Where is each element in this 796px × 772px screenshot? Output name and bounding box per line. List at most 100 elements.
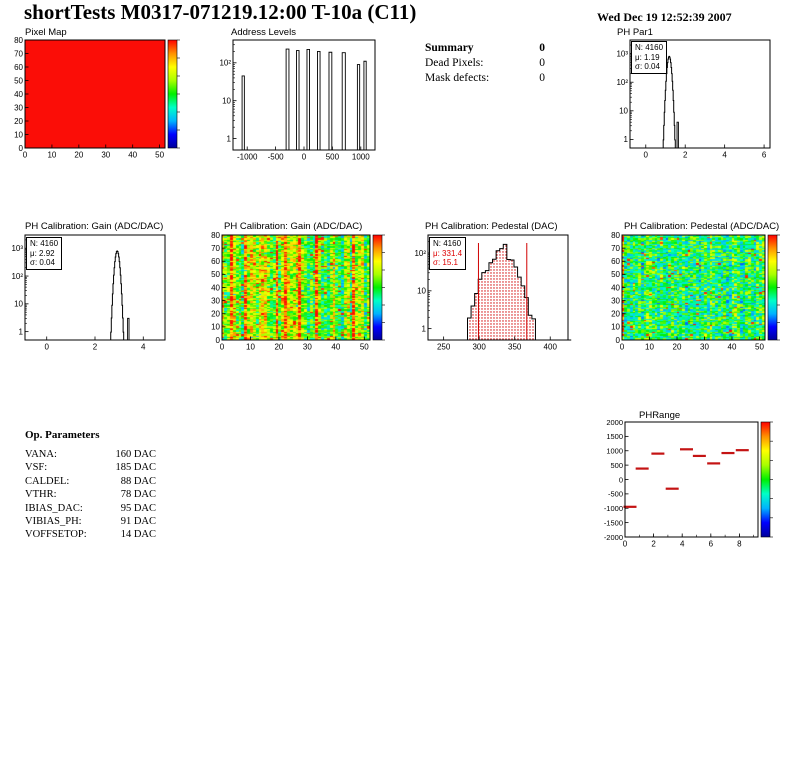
svg-text:80: 80 — [14, 36, 23, 45]
svg-text:70: 70 — [211, 244, 220, 253]
svg-text:0: 0 — [620, 343, 625, 352]
svg-text:10: 10 — [211, 323, 220, 332]
svg-text:50: 50 — [211, 270, 220, 279]
plot-gain-map: 0 10 20 30 40 50 0 10 20 30 40 50 60 70 80 — [211, 231, 385, 352]
svg-text:0: 0 — [302, 153, 307, 162]
svg-text:20: 20 — [673, 343, 682, 352]
chart-pixel-map: 0 10 20 30 40 50 0 10 20 30 40 50 60 70 80 — [0, 24, 200, 174]
svg-text:400: 400 — [544, 343, 558, 352]
svg-text:500: 500 — [610, 461, 623, 470]
svg-text:60: 60 — [611, 257, 620, 266]
svg-text:40: 40 — [211, 283, 220, 292]
svg-text:0: 0 — [644, 151, 649, 160]
chart-ph-par1: 1 10 10² 10³ 0 2 4 6 — [600, 24, 796, 174]
svg-text:10²: 10² — [414, 249, 426, 258]
summary-mask-defects-label: Mask defects: — [425, 72, 490, 84]
svg-text:4: 4 — [722, 151, 727, 160]
op-param-value: 14 DAC — [120, 529, 156, 541]
svg-text:6: 6 — [762, 151, 767, 160]
svg-text:300: 300 — [472, 343, 486, 352]
svg-text:-1000: -1000 — [604, 504, 623, 513]
chart-title-gain-hist: PH Calibration: Gain (ADC/DAC) — [25, 221, 164, 232]
svg-text:30: 30 — [211, 296, 220, 305]
svg-text:40: 40 — [611, 283, 620, 292]
stats-box-ph-par1: N: 4160 μ: 1.19 σ: 0.04 — [631, 41, 668, 74]
svg-text:-1000: -1000 — [237, 153, 258, 162]
stat-mu: μ: 331.4 — [433, 248, 463, 258]
svg-text:70: 70 — [611, 244, 620, 253]
svg-text:0: 0 — [623, 540, 628, 549]
ph-range-marker — [623, 505, 637, 508]
chart-title-ph-par1: PH Par1 — [617, 27, 653, 38]
chart-title-ph-range: PHRange — [639, 410, 681, 421]
op-param-value: 185 DAC — [115, 462, 156, 474]
svg-text:6: 6 — [709, 540, 714, 549]
svg-text:10: 10 — [14, 130, 23, 139]
svg-text:10: 10 — [611, 323, 620, 332]
op-param-label: VIBIAS_PH: — [25, 516, 82, 528]
svg-text:1000: 1000 — [606, 447, 623, 456]
op-param-value: 78 DAC — [120, 489, 156, 501]
summary-total-value: 0 — [539, 42, 545, 54]
stat-mu: μ: 2.92 — [30, 248, 55, 258]
op-param-label: CALDEL: — [25, 475, 70, 487]
svg-text:10: 10 — [619, 107, 628, 116]
svg-text:350: 350 — [508, 343, 522, 352]
chart-ph-range: 2000 1500 1000 500 0 -500 -1000 -1500 -2000 0 2 4 6 8 — [600, 405, 796, 560]
svg-text:0: 0 — [216, 336, 221, 345]
op-param-value: 88 DAC — [120, 475, 156, 487]
svg-text:50: 50 — [14, 76, 23, 85]
chart-title-pedestal-hist: PH Calibration: Pedestal (DAC) — [425, 221, 558, 232]
stats-box-pedestal: N: 4160 μ: 331.4 σ: 15.1 — [429, 237, 467, 270]
svg-text:0: 0 — [619, 475, 623, 484]
svg-text:20: 20 — [74, 151, 83, 160]
svg-text:4: 4 — [680, 540, 685, 549]
stat-n: N: 4160 — [433, 239, 462, 248]
op-param-value: 95 DAC — [120, 502, 156, 514]
chart-title-pixel-map: Pixel Map — [25, 27, 67, 38]
svg-text:0: 0 — [44, 343, 49, 352]
summary-dead-pixels-value: 0 — [539, 57, 545, 69]
chart-title-address-levels: Address Levels — [231, 27, 296, 38]
svg-text:10²: 10² — [11, 272, 23, 281]
op-parameters-title: Op. Parameters — [25, 429, 100, 441]
svg-text:-500: -500 — [268, 153, 285, 162]
svg-text:70: 70 — [14, 49, 23, 58]
svg-text:0: 0 — [23, 151, 28, 160]
svg-text:2000: 2000 — [606, 418, 623, 427]
svg-text:10³: 10³ — [11, 244, 23, 253]
chart-pedestal-map: 0 10 20 30 40 50 0 10 20 30 40 50 60 70 80 — [600, 218, 796, 368]
svg-text:50: 50 — [155, 151, 164, 160]
svg-text:20: 20 — [14, 117, 23, 126]
svg-text:1: 1 — [422, 324, 427, 333]
ph-range-marker — [721, 451, 735, 455]
svg-text:60: 60 — [211, 257, 220, 266]
svg-text:60: 60 — [14, 63, 23, 72]
svg-text:10²: 10² — [219, 59, 231, 68]
svg-text:30: 30 — [611, 296, 620, 305]
stat-n: N: 4160 — [30, 239, 59, 248]
op-param-value: 91 DAC — [120, 516, 156, 528]
svg-text:-500: -500 — [608, 490, 623, 499]
svg-text:500: 500 — [326, 153, 340, 162]
svg-text:1500: 1500 — [606, 432, 623, 441]
plot-ph-par1: 1 10 10² 10³ 0 2 4 6 — [616, 39, 771, 160]
svg-text:50: 50 — [360, 343, 369, 352]
heatmap-cells-gain-map — [222, 235, 370, 340]
ph-range-marker — [651, 452, 665, 455]
svg-text:10: 10 — [222, 97, 231, 106]
svg-text:-2000: -2000 — [604, 533, 623, 542]
svg-text:10: 10 — [246, 343, 255, 352]
plot-address-levels: 1 10 10² -1000 -500 0 500 1000 — [219, 39, 376, 162]
svg-text:10: 10 — [417, 287, 426, 296]
svg-text:30: 30 — [101, 151, 110, 160]
svg-text:30: 30 — [700, 343, 709, 352]
svg-text:20: 20 — [274, 343, 283, 352]
plot-pixel-map: 0 10 20 30 40 50 0 10 20 30 40 50 60 70 80 — [14, 36, 180, 160]
svg-text:10: 10 — [645, 343, 654, 352]
svg-text:0: 0 — [616, 336, 621, 345]
op-param-label: VOFFSETOP: — [25, 529, 87, 541]
chart-gain-map: 0 10 20 30 40 50 0 10 20 30 40 50 60 70 80 — [200, 218, 400, 368]
